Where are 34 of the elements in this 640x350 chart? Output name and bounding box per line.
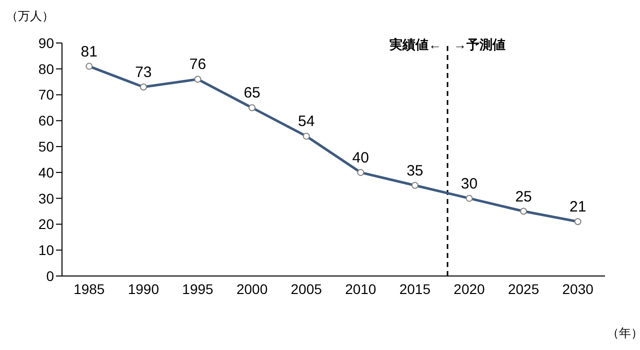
x-tick-label: 1995 (182, 280, 214, 297)
y-tick-label: 10 (38, 242, 54, 258)
annotation: →予測値 (454, 37, 506, 52)
x-tick-label: 2030 (562, 280, 594, 297)
y-tick-label: 40 (38, 164, 54, 180)
data-label: 40 (352, 149, 369, 166)
x-tick-label: 2025 (508, 280, 540, 297)
data-label: 65 (244, 84, 260, 102)
annotation: 実績値← (388, 37, 442, 52)
x-tick-label: 2000 (236, 280, 268, 297)
data-label: 73 (135, 64, 152, 82)
x-tick-label: 1985 (74, 280, 105, 297)
y-tick-label: 70 (38, 86, 54, 103)
x-tick-label: 2005 (290, 280, 322, 297)
x-tick-label: 2010 (345, 280, 376, 297)
y-tick-label: 20 (38, 216, 54, 232)
data-label: 25 (515, 188, 532, 206)
data-label: 76 (189, 56, 206, 74)
y-tick-label: 30 (38, 190, 54, 206)
x-tick-label: 1990 (128, 280, 160, 297)
x-axis-title: （年） (607, 326, 640, 340)
data-label: 81 (80, 43, 98, 60)
y-tick-label: 0 (46, 268, 54, 284)
y-axis-title: （万人） (6, 9, 54, 23)
y-tick-label: 60 (38, 112, 54, 129)
y-tick-label: 90 (38, 34, 54, 51)
data-label: 21 (570, 198, 586, 216)
data-label: 54 (298, 113, 315, 130)
x-tick-label: 2020 (454, 280, 486, 297)
y-tick-label: 80 (38, 60, 54, 77)
data-label: 30 (460, 175, 478, 192)
data-label: 35 (406, 162, 424, 180)
y-tick-label: 50 (38, 138, 54, 155)
x-tick-label: 2015 (399, 280, 431, 297)
